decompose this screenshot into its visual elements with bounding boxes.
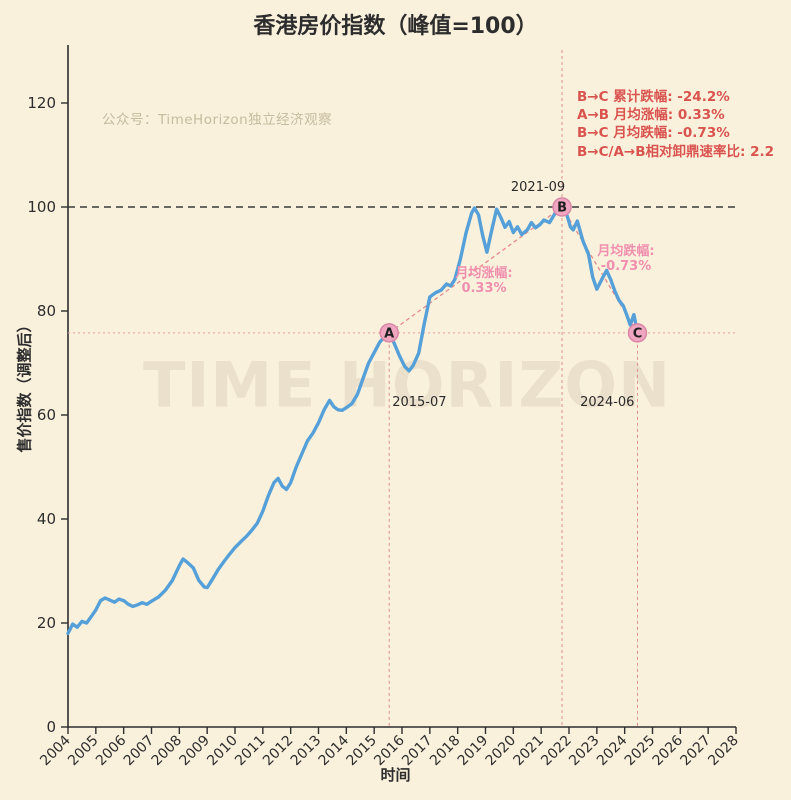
price-line: [66, 205, 640, 636]
y-tick-label: 80: [37, 302, 56, 320]
stat-line-avg-rise: A→B 月均涨幅: 0.33%: [577, 107, 725, 124]
stat-line-cumulative-drop: B→C 累计跌幅: -24.2%: [577, 89, 730, 105]
trend-line-AB: [388, 206, 563, 334]
fall-rate-value: -0.73%: [600, 259, 652, 274]
y-tick-label: 20: [37, 614, 56, 632]
point-marker-A: [379, 323, 399, 343]
stat-line-avg-drop: B→C 月均跌幅: -0.73%: [577, 125, 730, 142]
point-letter-C: C: [633, 326, 643, 341]
chart-title: 香港房价指数（峰值=100）: [253, 14, 538, 39]
y-tick-label: 40: [37, 510, 56, 528]
rise-rate-annotation: 月均涨幅: 0.33%: [428, 266, 540, 296]
x-axis-title: 时间: [380, 766, 411, 784]
y-axis-title: 售价指数（调整后）: [15, 317, 34, 453]
point-letter-A: A: [384, 326, 394, 341]
point-letter-B: B: [557, 201, 567, 216]
point-date-B: 2021-09: [511, 180, 565, 195]
fall-rate-annotation: 月均跌幅: -0.73%: [576, 244, 676, 274]
point-marker-B: [552, 197, 572, 217]
point-date-A: 2015-07: [392, 395, 446, 410]
stat-line-rate-ratio: B→C/A→B相对卸鼎速率比: 2.2: [577, 143, 775, 160]
source-note: 公众号：TimeHorizon独立经济观察: [102, 112, 333, 128]
stats-annotation: B→C 累计跌幅: -24.2% A→B 月均涨幅: 0.33% B→C 月均跌…: [577, 88, 774, 161]
y-tick-label: 120: [27, 94, 56, 112]
y-tick-label: 100: [27, 198, 56, 216]
fall-rate-label: 月均跌幅:: [597, 244, 655, 259]
rise-rate-label: 月均涨幅:: [455, 266, 513, 281]
y-tick-label: 0: [46, 718, 56, 736]
y-tick-label: 60: [37, 406, 56, 424]
point-date-C: 2024-06: [580, 395, 634, 410]
point-marker-C: [627, 323, 648, 343]
watermark: TIME HORIZON: [143, 348, 671, 422]
rise-rate-value: 0.33%: [461, 281, 507, 296]
